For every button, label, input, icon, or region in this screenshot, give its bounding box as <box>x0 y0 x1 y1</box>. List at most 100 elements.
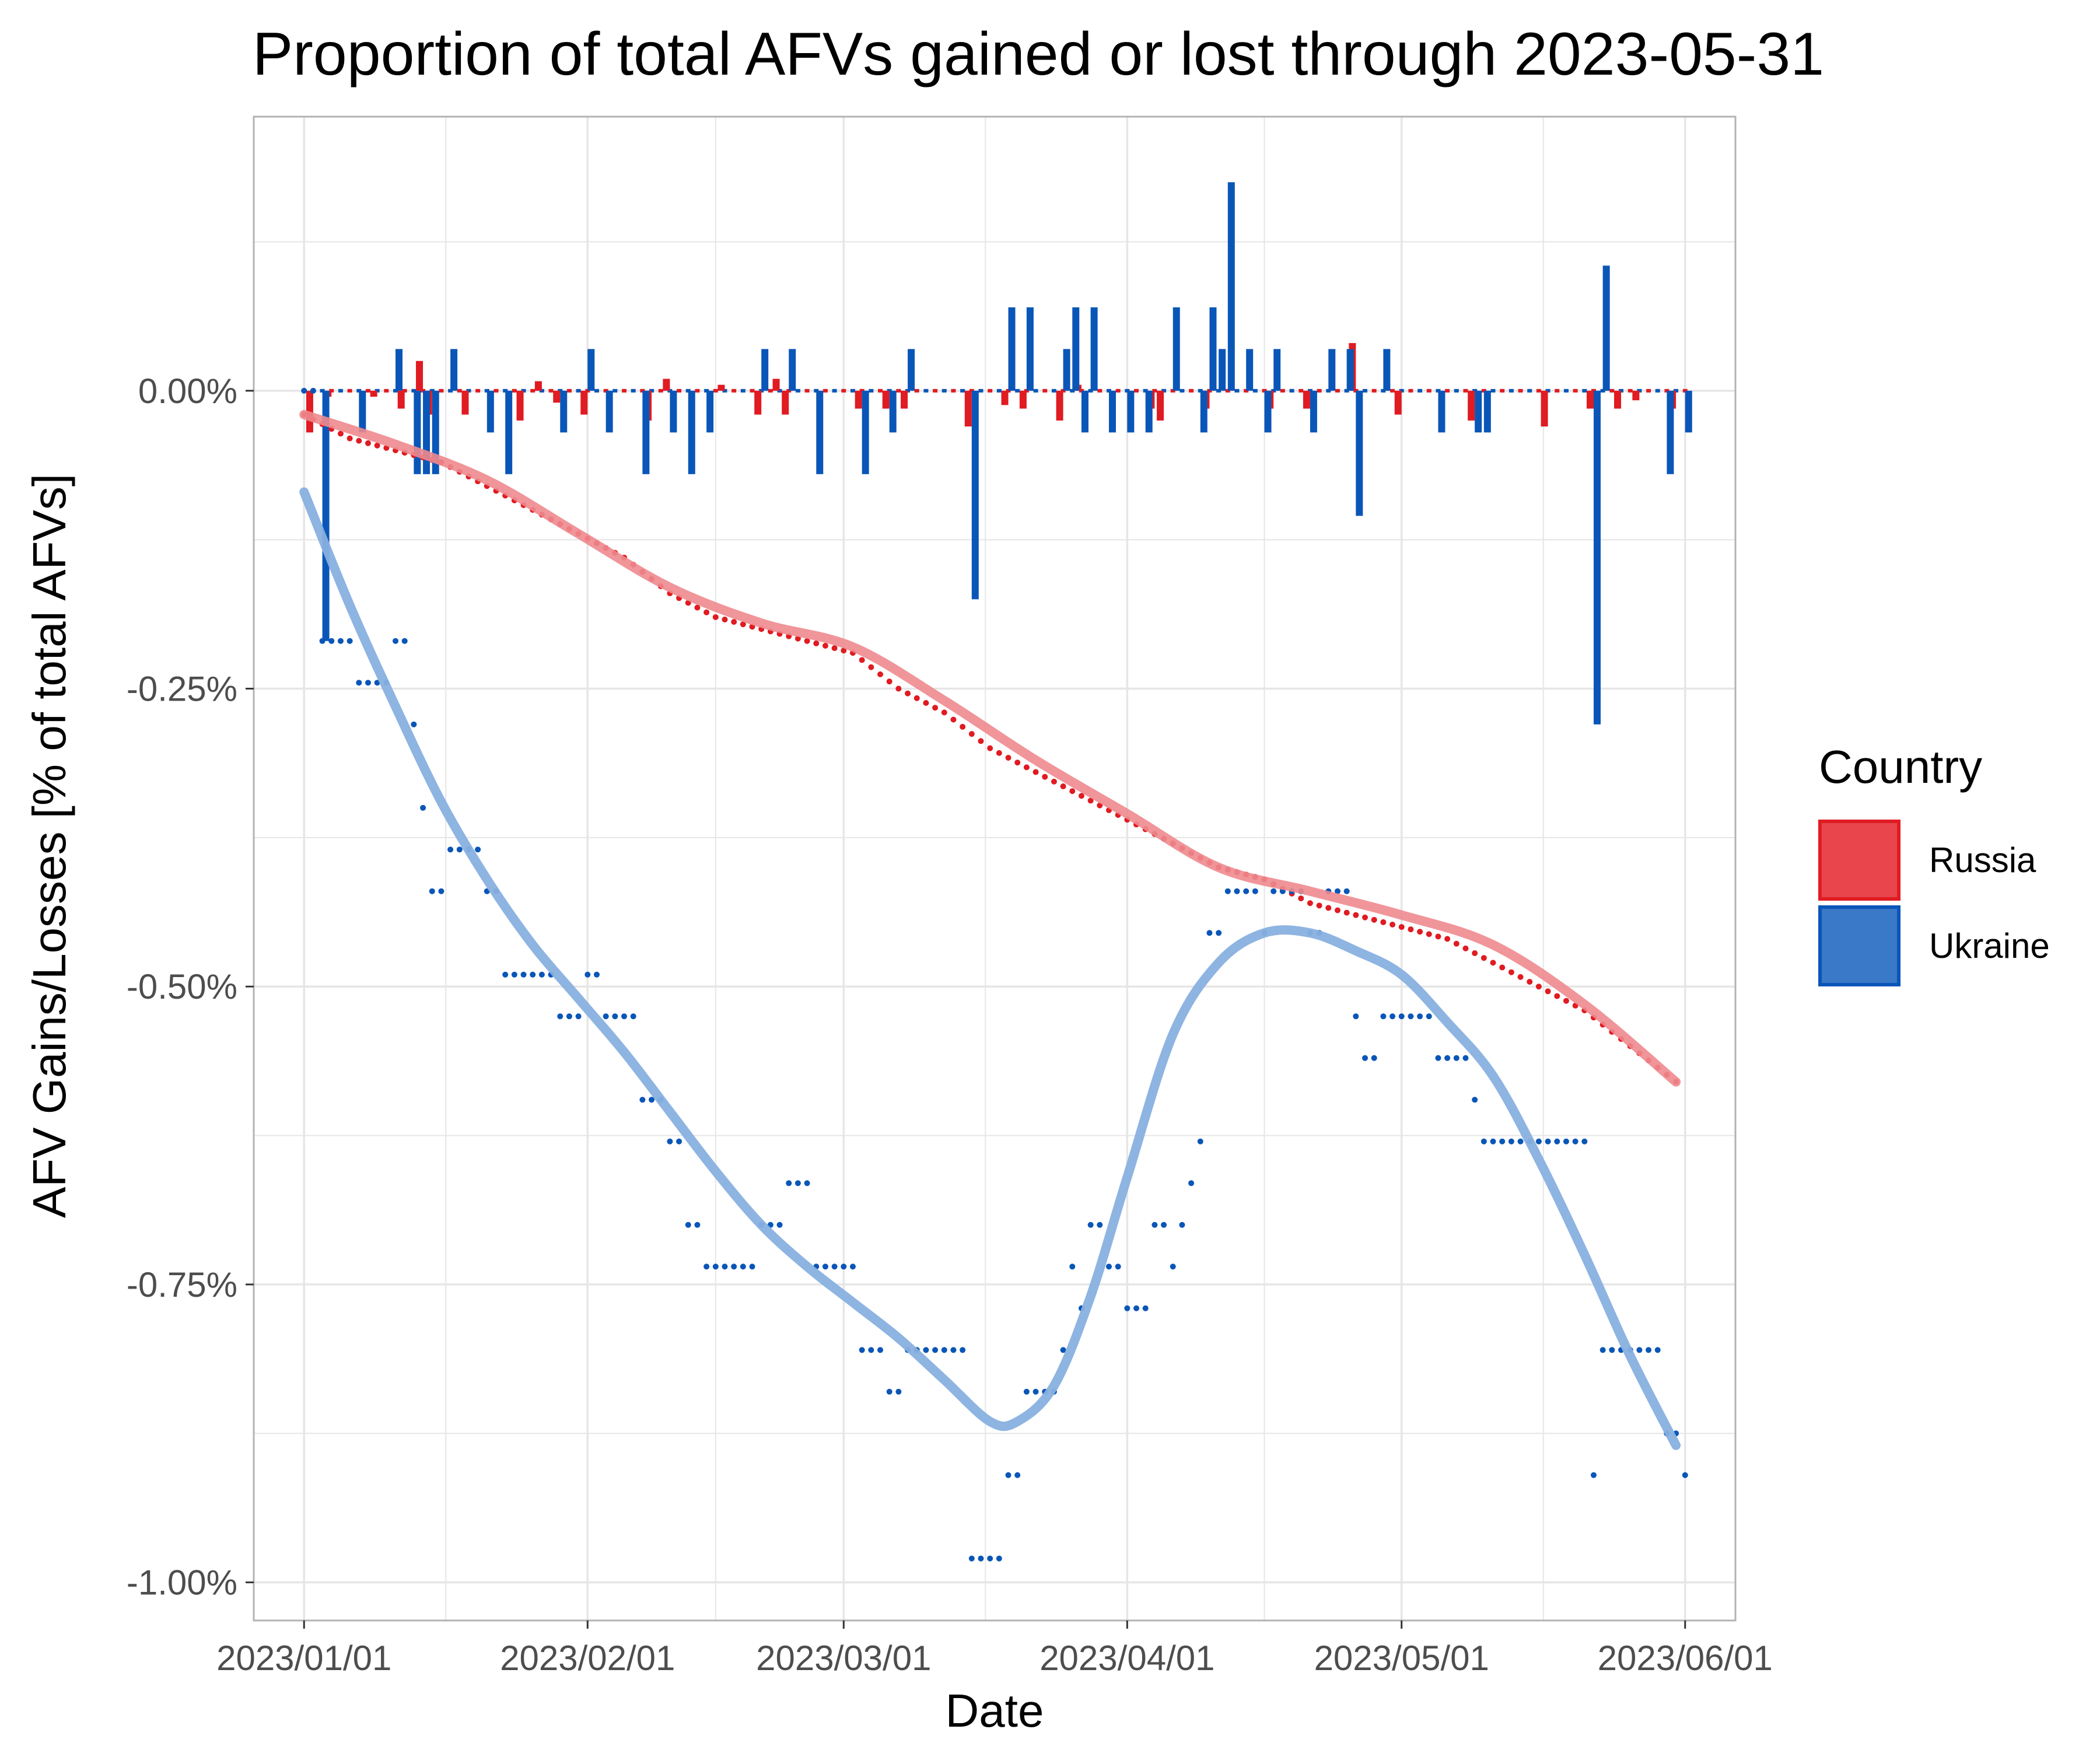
zero-day-mark <box>942 388 947 393</box>
ukraine-cumulative-point <box>1097 1222 1103 1228</box>
ukraine-cumulative-point <box>365 680 371 686</box>
ukraine-cumulative-point <box>621 1013 627 1020</box>
russia-daily-bar <box>461 390 469 415</box>
ukraine-cumulative-point <box>941 1347 947 1353</box>
ukraine-cumulative-point <box>1572 1138 1578 1144</box>
ukraine-cumulative-point <box>393 638 399 644</box>
ukraine-daily-bar <box>450 349 458 391</box>
ukraine-cumulative-point <box>740 1264 746 1270</box>
zero-day-mark <box>1408 388 1413 393</box>
zero-day-mark <box>1189 388 1194 393</box>
ukraine-cumulative-point <box>1170 1264 1176 1270</box>
russia-cumulative-point <box>712 614 719 620</box>
ukraine-cumulative-point <box>1508 1138 1514 1144</box>
ukraine-cumulative-point <box>603 1013 609 1020</box>
zero-day-mark <box>1490 388 1496 393</box>
ukraine-cumulative-point <box>447 846 454 853</box>
russia-daily-bar <box>964 390 972 427</box>
ukraine-cumulative-point <box>868 1347 874 1353</box>
russia-cumulative-point <box>1371 916 1377 923</box>
ukraine-daily-bar <box>1063 349 1070 391</box>
ukraine-cumulative-point <box>1014 1472 1021 1478</box>
ukraine-daily-bar <box>789 349 796 391</box>
ukraine-cumulative-point <box>612 1013 618 1020</box>
zero-day-mark <box>1536 388 1541 393</box>
ukraine-cumulative-point <box>1646 1347 1652 1353</box>
zero-day-mark <box>1115 388 1121 393</box>
ukraine-cumulative-point <box>1371 1055 1377 1061</box>
zero-day-mark <box>878 388 883 393</box>
zero-day-mark <box>622 388 626 393</box>
ukraine-cumulative-point <box>950 1347 957 1353</box>
ukraine-cumulative-point <box>1517 1138 1524 1144</box>
ukraine-cumulative-point <box>1353 1013 1359 1020</box>
zero-day-mark <box>384 388 389 393</box>
russia-cumulative-point <box>978 738 984 744</box>
ukraine-cumulative-point <box>1462 1055 1469 1061</box>
russia-daily-bar <box>718 384 725 391</box>
zero-day-mark <box>1426 388 1432 393</box>
russia-cumulative-point <box>1554 993 1560 999</box>
russia-cumulative-point <box>886 678 892 685</box>
ukraine-cumulative-point <box>1636 1347 1643 1353</box>
russia-cumulative-point <box>1472 950 1478 957</box>
ukraine-daily-bar <box>1264 390 1272 433</box>
y-tick-label: -0.25% <box>127 670 237 709</box>
ukraine-daily-bar <box>1593 390 1601 724</box>
ukraine-cumulative-point <box>1105 1264 1112 1270</box>
russia-daily-bar <box>1157 390 1164 421</box>
y-axis-title: AFV Gains/Losses [% of total AFVs] <box>23 474 75 1218</box>
ukraine-cumulative-point <box>429 888 435 894</box>
zero-day-mark <box>566 388 572 393</box>
chart-title: Proportion of total AFVs gained or lost … <box>253 20 1824 88</box>
ukraine-cumulative-point <box>630 1013 636 1020</box>
russia-cumulative-point <box>1087 797 1094 804</box>
ukraine-cumulative-point <box>831 1264 838 1270</box>
russia-daily-bar <box>754 390 762 415</box>
zero-day-mark <box>1042 388 1048 393</box>
russia-cumulative-point <box>346 435 353 442</box>
russia-cumulative-point <box>1535 984 1542 990</box>
ukraine-cumulative-point <box>1408 1013 1414 1020</box>
zero-day-mark <box>1051 388 1056 393</box>
ukraine-daily-bar <box>761 349 769 391</box>
ukraine-daily-bar <box>1209 307 1217 391</box>
ukraine-cumulative-point <box>1115 1264 1121 1270</box>
legend-key-russia <box>1818 820 1901 901</box>
russia-cumulative-point <box>877 671 884 678</box>
russia-cumulative-point <box>1462 945 1469 951</box>
zero-day-mark <box>750 388 755 393</box>
russia-cumulative-point <box>1480 955 1487 961</box>
ukraine-cumulative-point <box>1087 1222 1094 1228</box>
zero-day-mark <box>530 388 536 393</box>
zero-day-mark <box>631 388 636 393</box>
russia-cumulative-point <box>1527 979 1533 985</box>
ukraine-cumulative-point <box>511 971 517 978</box>
russia-cumulative-point <box>1490 960 1496 966</box>
zero-day-mark <box>933 388 938 393</box>
ukraine-cumulative-point <box>849 1264 856 1270</box>
y-tick-label: -0.75% <box>127 1265 237 1304</box>
ukraine-cumulative-point <box>1581 1138 1588 1144</box>
ukraine-cumulative-point <box>520 971 527 978</box>
zero-day-mark <box>457 388 462 393</box>
legend-label-ukraine: Ukraine <box>1929 926 2050 965</box>
ukraine-daily-bar <box>1200 390 1208 433</box>
zero-day-mark <box>713 388 718 393</box>
ukraine-daily-bar <box>1219 349 1226 391</box>
ukraine-daily-bar <box>1273 349 1281 391</box>
zero-day-mark <box>896 388 901 393</box>
zero-day-mark <box>988 388 993 393</box>
russia-cumulative-point <box>740 621 746 628</box>
ukraine-cumulative-point <box>1069 1264 1076 1270</box>
russia-cumulative-point <box>1316 902 1322 909</box>
ukraine-cumulative-point <box>566 1013 572 1020</box>
ukraine-cumulative-point <box>1243 888 1250 894</box>
zero-day-mark <box>512 388 517 393</box>
russia-cumulative-point <box>1380 919 1387 925</box>
zero-day-mark <box>695 388 700 393</box>
zero-day-mark <box>1298 388 1304 393</box>
russia-cumulative-point <box>868 664 874 670</box>
zero-day-mark <box>1646 388 1651 393</box>
ukraine-cumulative-point <box>1197 1138 1203 1144</box>
